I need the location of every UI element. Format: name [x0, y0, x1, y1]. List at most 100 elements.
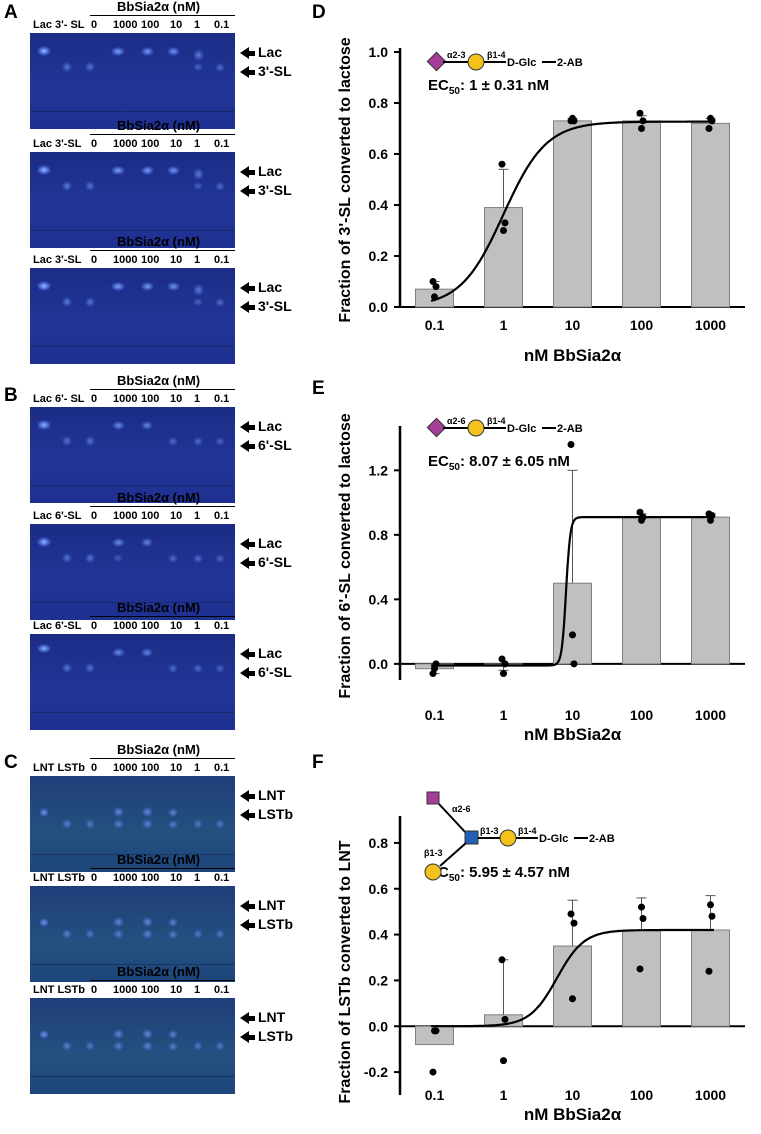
tlc-conc-label: 1000 [113, 620, 138, 632]
tlc-conc-label: 1 [194, 393, 201, 405]
tlc-conc-label: 1000 [113, 762, 138, 774]
x-tick-label: 1000 [695, 1087, 726, 1103]
fit-curve [431, 928, 714, 1028]
tlc-spot [215, 436, 225, 446]
tlc-spot [62, 929, 72, 939]
tlc-spot [111, 537, 125, 547]
tlc-origin-line [30, 485, 235, 486]
x-tick-label: 100 [630, 317, 654, 333]
tlc-plate [30, 268, 235, 364]
data-point [429, 278, 437, 285]
tlc-spot [37, 537, 51, 547]
tlc-conc-label: 1 [194, 254, 201, 266]
tlc-spot [62, 62, 72, 72]
tlc-conc-label: 10 [170, 620, 183, 632]
glycan-tag: 2-AB [557, 57, 583, 69]
tlc-conc-label: 0.1 [214, 620, 230, 632]
tlc-spot [112, 807, 124, 817]
tlc-spot [215, 1041, 225, 1051]
panel-letter-f: F [312, 752, 324, 773]
glycan-linkage: α2-6 [452, 804, 471, 814]
tlc-spot [62, 663, 72, 673]
x-axis-label: nM BbSia2α [524, 346, 622, 365]
tlc-spot [193, 663, 203, 673]
tlc-spot [168, 436, 178, 446]
glycan-linkage: β1-4 [487, 50, 506, 60]
tlc-spot [193, 819, 203, 829]
tlc-conc-label: 1000 [113, 138, 138, 150]
data-point [500, 1057, 507, 1065]
tlc-conc-label: 10 [170, 138, 183, 150]
x-tick-label: 10 [565, 707, 581, 723]
tlc-origin-line [30, 346, 235, 347]
tlc-spot [141, 647, 153, 657]
panel-letter-e: E [312, 378, 325, 399]
data-point [500, 227, 507, 234]
sialic-acid-diamond [426, 51, 447, 72]
x-tick-label: 1000 [695, 317, 726, 333]
tlc-conc-label: 10 [170, 254, 183, 266]
ec50-annotation: EC50: 1 ± 0.31 nM [428, 77, 549, 97]
tlc-conc-label: 10 [170, 984, 183, 996]
y-tick-label: 0.8 [369, 95, 389, 111]
marker-label: 6'-SL [258, 554, 292, 570]
tlc-conc-label: 1 [194, 872, 201, 884]
ec50-subscript: 50 [449, 86, 461, 97]
tlc-spot [168, 553, 178, 563]
data-point [498, 956, 506, 964]
tlc-origin-line [30, 230, 235, 231]
tlc-spot [192, 49, 204, 61]
tlc-spot [215, 663, 225, 673]
tlc-spot [168, 807, 178, 817]
tlc-plate [30, 776, 235, 872]
data-point [432, 1027, 440, 1035]
panel-letter-b: B [4, 385, 18, 406]
tlc-spot [141, 1041, 153, 1051]
tlc-conc-label: 10 [170, 393, 183, 405]
y-tick-label: 1.2 [369, 462, 389, 478]
tlc-conc-label: 1000 [113, 510, 138, 522]
tlc-conc-label: 0.1 [214, 872, 230, 884]
tlc-spot [37, 165, 51, 175]
tlc-marker-upper: Lac [240, 418, 282, 434]
galactose-circle [499, 829, 517, 847]
marker-label: 3'-SL [258, 298, 292, 314]
tlc-header-line [90, 250, 235, 251]
tlc-spot [141, 917, 153, 927]
tlc-spot [193, 436, 203, 446]
tlc-spot [62, 1041, 72, 1051]
tlc-spot [85, 181, 95, 191]
tlc-standard-labels: LNT LSTb [33, 762, 85, 774]
tlc-spot [141, 1029, 153, 1039]
tlc-conc-label: 0 [91, 984, 98, 996]
tlc-header-title: BbSia2α (nM) [117, 0, 201, 14]
marker-label: Lac [258, 418, 283, 434]
fit-curve [431, 516, 714, 667]
tlc-spot [193, 929, 203, 939]
tlc-spot [37, 46, 51, 56]
data-point [570, 117, 578, 125]
tlc-plate [30, 998, 235, 1094]
tlc-marker-upper: Lac [240, 44, 282, 60]
tlc-conc-label: 10 [170, 510, 183, 522]
tlc-conc-label: 10 [170, 762, 183, 774]
data-point [636, 109, 644, 117]
tlc-spot [215, 929, 225, 939]
galactose-circle [424, 863, 442, 881]
marker-label: LNT [258, 897, 286, 913]
tlc-conc-label: 1000 [113, 254, 138, 266]
tlc-standard-labels: LNT LSTb [33, 872, 85, 884]
tlc-conc-label: 0.1 [214, 138, 230, 150]
tlc-standard-labels: Lac 3'-SL [33, 138, 82, 150]
data-point [638, 903, 645, 911]
tlc-marker-lower: 3'-SL [240, 298, 292, 314]
x-axis-label: nM BbSia2α [524, 1105, 622, 1124]
tlc-spot [111, 420, 125, 430]
data-point [501, 1015, 509, 1023]
data-point [567, 441, 575, 449]
ec50-value: : 1 ± 0.31 nM [460, 77, 549, 94]
bar [553, 945, 592, 1027]
glycan-linkage: β1-3 [480, 826, 499, 836]
tlc-conc-label: 0 [91, 393, 98, 405]
tlc-spot [62, 436, 72, 446]
